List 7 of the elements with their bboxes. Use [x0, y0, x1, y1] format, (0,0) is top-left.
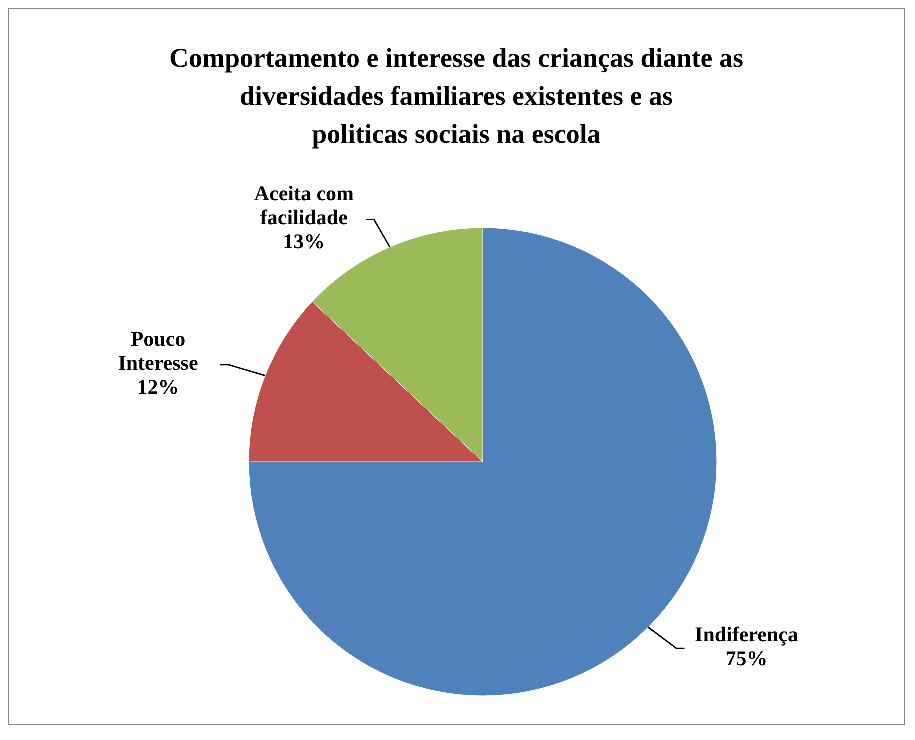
- slice-label: Pouco Interesse: [118, 326, 198, 375]
- chart-title: Comportamento e interesse das crianças diante as diversidades familiares existentes e as politicas sociais na escola: [168, 42, 744, 151]
- slice-label: Aceita com facilidade: [254, 182, 355, 230]
- data-label: 12%: [137, 374, 180, 399]
- data-label: 75%: [726, 646, 768, 670]
- data-label: 13%: [283, 230, 326, 254]
- slice-label: Indiferença: [695, 622, 799, 646]
